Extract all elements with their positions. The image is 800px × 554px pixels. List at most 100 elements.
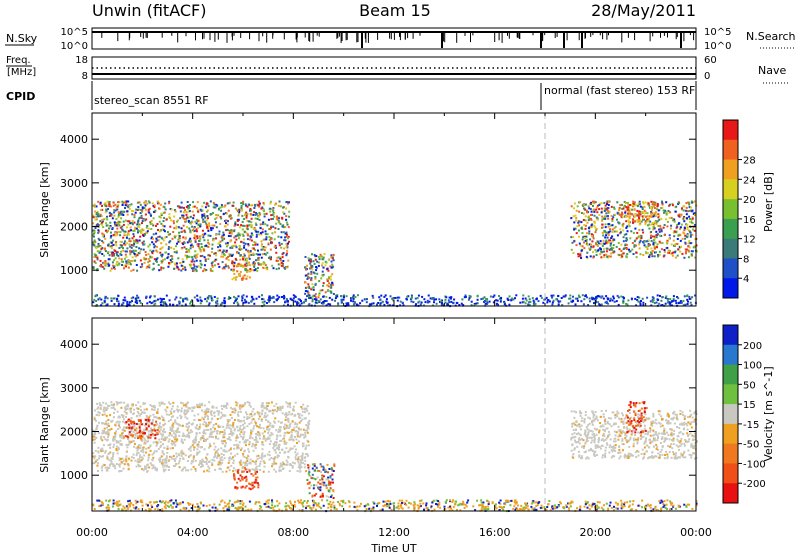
echo-cell — [573, 207, 575, 210]
echo-cell — [332, 253, 335, 256]
echo-cell — [212, 423, 215, 426]
echo-cell — [275, 429, 278, 432]
echo-cell — [250, 232, 253, 235]
echo-cell — [283, 239, 286, 242]
echo-cell — [134, 434, 137, 437]
echo-cell — [193, 296, 196, 299]
echo-cell — [639, 205, 642, 208]
echo-cell — [142, 451, 145, 454]
echo-cell — [107, 419, 110, 421]
echo-cell — [272, 209, 275, 212]
echo-cell — [276, 435, 279, 438]
echo-cell — [169, 240, 172, 243]
echo-cell — [110, 299, 113, 302]
echo-cell — [171, 447, 174, 450]
echo-cell — [101, 247, 104, 249]
echo-cell — [677, 234, 680, 237]
echo-cell — [252, 269, 255, 272]
echo-cell — [192, 465, 195, 468]
echo-cell — [230, 417, 233, 419]
echo-cell — [304, 281, 307, 284]
echo-cell — [251, 234, 254, 237]
echo-cell — [221, 431, 224, 434]
echo-cell — [96, 222, 99, 225]
echo-cell — [105, 414, 108, 417]
echo-cell — [594, 221, 596, 224]
echo-cell — [106, 218, 109, 221]
echo-cell — [275, 251, 278, 254]
echo-cell — [175, 455, 178, 458]
echo-cell — [126, 300, 129, 303]
echo-cell — [308, 295, 311, 298]
nsky-label: N.Sky — [6, 32, 38, 45]
echo-cell — [578, 235, 580, 238]
echo-cell — [102, 444, 105, 447]
echo-cell — [137, 219, 140, 222]
echo-cell — [271, 232, 274, 235]
echo-cell — [106, 432, 108, 435]
echo-cell — [167, 469, 170, 471]
echo-cell — [609, 244, 612, 247]
echo-cell — [245, 204, 248, 207]
echo-cell — [152, 452, 155, 455]
echo-cell — [691, 254, 694, 257]
echo-cell — [216, 449, 219, 452]
echo-cell — [297, 440, 300, 443]
echo-cell — [204, 206, 207, 209]
echo-cell — [175, 296, 178, 299]
echo-cell — [127, 206, 130, 209]
echo-cell — [676, 224, 679, 226]
echo-cell — [221, 470, 224, 473]
echo-cell — [215, 214, 218, 216]
echo-cell — [246, 270, 248, 273]
echo-band-2 — [304, 253, 335, 299]
echo-cell — [644, 201, 647, 204]
echo-cell — [135, 407, 138, 410]
echo-cell — [209, 431, 212, 434]
echo-cell — [680, 301, 683, 304]
echo-cell — [150, 223, 152, 225]
echo-cell — [661, 248, 663, 251]
echo-cell — [410, 294, 413, 297]
echo-cell — [590, 243, 592, 246]
echo-cell — [307, 272, 310, 275]
echo-cell — [174, 235, 177, 238]
echo-cell — [181, 214, 184, 217]
echo-cell — [296, 435, 299, 438]
echo-cell — [174, 236, 176, 239]
echo-cell — [296, 459, 299, 462]
echo-cell — [241, 299, 244, 302]
echo-cell — [172, 231, 175, 233]
echo-cell — [633, 208, 636, 211]
echo-cell — [211, 431, 214, 434]
echo-cell — [181, 215, 184, 218]
echo-cell — [296, 432, 299, 435]
echo-cell — [175, 227, 178, 230]
echo-cell — [117, 446, 120, 449]
echo-cell — [245, 460, 247, 463]
echo-cell — [266, 425, 269, 428]
echo-cell — [169, 261, 172, 264]
echo-cell — [117, 300, 120, 303]
echo-cell — [282, 461, 284, 464]
echo-cell — [658, 234, 661, 237]
echo-cell — [582, 303, 585, 306]
echo-cell — [93, 253, 96, 256]
echo-cell — [438, 298, 441, 301]
echo-cell — [610, 237, 613, 239]
echo-cell — [640, 300, 642, 302]
echo-cell — [359, 302, 362, 305]
echo-cell — [113, 265, 116, 268]
echo-cell — [280, 264, 283, 267]
echo-cell — [567, 302, 570, 305]
echo-cell — [155, 422, 158, 425]
echo-cell — [304, 298, 307, 301]
echo-cell — [326, 284, 329, 287]
echo-cell — [251, 442, 254, 445]
echo-cell — [251, 468, 254, 471]
echo-cell — [621, 211, 623, 214]
echo-cell — [188, 255, 191, 258]
echo-cell — [112, 443, 115, 446]
echo-cell — [642, 218, 645, 221]
